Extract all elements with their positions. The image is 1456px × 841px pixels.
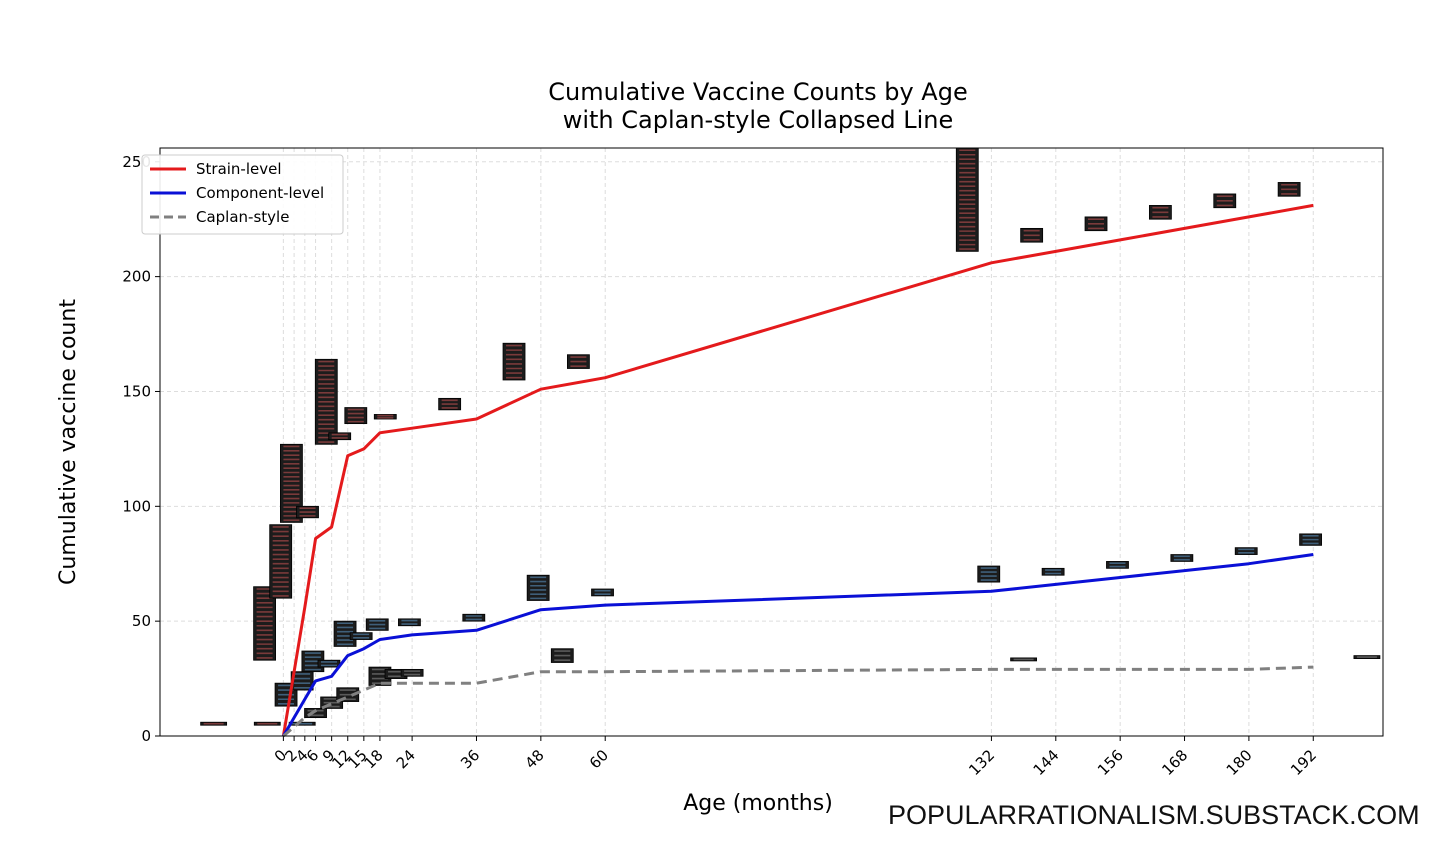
series-lines xyxy=(281,203,1314,738)
x-axis-label: Age (months) xyxy=(683,791,833,816)
plot-frame xyxy=(159,147,1384,737)
x-tick-label: 18 xyxy=(361,746,387,772)
marker-stack-block xyxy=(1106,561,1129,569)
marker-stack-34 xyxy=(1234,547,1258,555)
y-axis-label: Cumulative vaccine count xyxy=(56,299,81,585)
x-tick-label: 180 xyxy=(1223,746,1256,779)
marker-stacks xyxy=(200,147,1381,726)
series-line-2 xyxy=(282,665,1314,738)
marker-stack-1 xyxy=(269,524,293,599)
marker-stack-block xyxy=(502,342,526,381)
marker-stack-block xyxy=(398,618,421,627)
marker-stack-5 xyxy=(328,432,352,441)
series-line-1 xyxy=(282,553,1314,737)
marker-stack-17 xyxy=(200,721,228,726)
marker-stack-6 xyxy=(344,407,368,425)
marker-stack-25 xyxy=(365,618,389,631)
marker-stack-4 xyxy=(314,358,338,445)
x-tick-label: 48 xyxy=(521,746,547,772)
marker-stack-block xyxy=(344,407,368,425)
marker-stack-block xyxy=(1234,547,1258,555)
y-tick-label: 100 xyxy=(122,497,151,515)
marker-stack-28 xyxy=(526,574,550,601)
marker-stack-block xyxy=(1041,567,1065,576)
marker-stack-18 xyxy=(253,721,281,726)
watermark-text: POPULARRATIONALISM.SUBSTACK.COM xyxy=(888,800,1420,830)
marker-stack-43 xyxy=(550,648,574,663)
marker-stack-block xyxy=(373,414,397,420)
marker-stack-22 xyxy=(317,659,341,668)
marker-stack-2 xyxy=(280,443,303,523)
x-tick-label: 60 xyxy=(586,746,612,772)
marker-stack-8 xyxy=(438,397,462,411)
x-tick-label: 168 xyxy=(1158,746,1191,779)
y-tick-label: 150 xyxy=(122,382,151,400)
x-tick-label: 132 xyxy=(965,746,998,779)
marker-stack-31 xyxy=(1041,567,1065,576)
marker-stack-block xyxy=(269,524,293,599)
marker-stack-26 xyxy=(398,618,421,627)
legend: Strain-level Component-level Caplan-styl… xyxy=(141,154,344,235)
y-tick-label: 0 xyxy=(141,727,151,745)
legend-box xyxy=(141,154,344,235)
legend-label-caplan: Caplan-style xyxy=(196,208,289,226)
chart-title-line-1: Cumulative Vaccine Counts by Age xyxy=(548,78,967,106)
x-tick-label: 144 xyxy=(1030,746,1063,779)
marker-stack-32 xyxy=(1106,561,1129,569)
marker-stack-12 xyxy=(1020,227,1044,243)
marker-stack-27 xyxy=(462,613,486,622)
y-tick-label: 50 xyxy=(132,612,151,630)
marker-stack-block xyxy=(349,632,373,640)
marker-stack-42 xyxy=(400,668,424,677)
marker-stack-0 xyxy=(253,586,276,661)
marker-stack-9 xyxy=(502,342,526,381)
marker-stack-14 xyxy=(1148,205,1172,220)
marker-stack-7 xyxy=(373,414,397,420)
marker-stack-block xyxy=(400,668,424,677)
grid-lines xyxy=(160,148,1383,737)
marker-stack-16 xyxy=(1277,182,1301,197)
marker-stack-35 xyxy=(1299,533,1322,546)
x-tick-label: 156 xyxy=(1094,746,1127,779)
marker-stack-44 xyxy=(1010,657,1038,662)
legend-label-strain: Strain-level xyxy=(196,160,282,178)
marker-stack-block xyxy=(591,588,614,597)
marker-stack-block xyxy=(328,432,352,441)
marker-stack-15 xyxy=(1213,193,1237,209)
marker-stack-block xyxy=(1170,554,1194,562)
y-tick-label: 200 xyxy=(122,268,151,286)
marker-stack-45 xyxy=(1353,655,1381,660)
marker-stack-block xyxy=(253,586,276,661)
series-line-0 xyxy=(281,203,1314,737)
x-tick-label: 36 xyxy=(457,746,483,772)
marker-stack-33 xyxy=(1170,554,1194,562)
x-tick-label: 192 xyxy=(1287,746,1320,779)
marker-stack-10 xyxy=(566,354,590,369)
marker-stack-29 xyxy=(591,588,614,597)
marker-stack-3 xyxy=(296,505,319,519)
marker-stack-block xyxy=(304,708,327,719)
marker-stack-11 xyxy=(955,147,979,252)
marker-stack-block xyxy=(977,565,1001,583)
marker-stack-30 xyxy=(977,565,1001,583)
marker-stack-36 xyxy=(288,721,316,726)
chart-title-line-2: with Caplan-style Collapsed Line xyxy=(563,106,954,134)
marker-stack-block xyxy=(462,613,486,622)
marker-stack-13 xyxy=(1084,216,1108,232)
marker-stack-24 xyxy=(349,632,373,640)
marker-stack-23 xyxy=(333,620,357,647)
marker-stack-block xyxy=(526,574,550,601)
x-tick-label: 24 xyxy=(393,746,419,772)
legend-label-component: Component-level xyxy=(196,184,324,202)
